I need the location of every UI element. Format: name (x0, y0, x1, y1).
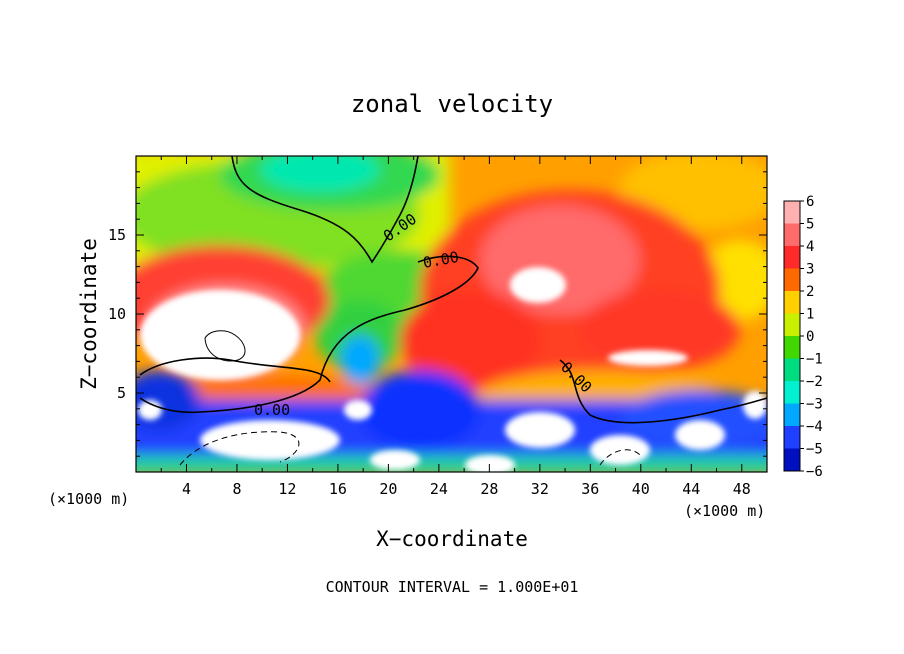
chart-title: zonal velocity (351, 90, 553, 118)
colorbar-label: 6 (806, 194, 814, 210)
colorbar-swatch (784, 268, 800, 291)
colorbar-swatch (784, 336, 800, 359)
y-tick-label: 15 (108, 226, 126, 244)
x-tick-label: 24 (430, 480, 448, 498)
colorbar-label: 5 (806, 217, 814, 233)
colorbar-label: −2 (806, 374, 823, 390)
colorbar-label: −1 (806, 352, 823, 368)
axis-ticks (136, 156, 767, 472)
colorbar-swatch (784, 313, 800, 336)
colorbar-swatch (784, 291, 800, 314)
heatmap-field (136, 156, 767, 472)
y-tick-label: 5 (117, 384, 126, 402)
colorbar-label: 3 (806, 262, 814, 278)
colorbar-swatch (784, 246, 800, 269)
x-tick-label: 12 (278, 480, 296, 498)
x-tick-label: 20 (379, 480, 397, 498)
colorbar-swatch (784, 426, 800, 449)
x-tick-label: 40 (632, 480, 650, 498)
colorbar-label: −6 (806, 464, 823, 480)
x-tick-label: 44 (682, 480, 700, 498)
x-unit-right: (×1000 m) (684, 502, 765, 520)
colorbar-label: −5 (806, 442, 823, 458)
x-tick-label: 32 (531, 480, 549, 498)
colorbar-swatch (784, 201, 800, 224)
colorbar-label: 2 (806, 284, 814, 300)
x-tick-label: 28 (480, 480, 498, 498)
colorbar-label: 1 (806, 307, 814, 323)
contour-interval-note: CONTOUR INTERVAL = 1.000E+01 (326, 578, 579, 596)
colorbar: 6 5 4 3 2 1 0 −1 −2 −3 −4 −5 −6 (783, 194, 823, 480)
x-tick-label: 8 (232, 480, 241, 498)
x-tick-label: 36 (581, 480, 599, 498)
colorbar-label: 0 (806, 329, 814, 345)
colorbar-swatch (784, 358, 800, 381)
colorbar-label: −4 (806, 419, 823, 435)
contour-label: 0.00 (422, 248, 461, 272)
colorbar-swatch (784, 223, 800, 246)
x-axis-label: X−coordinate (376, 527, 528, 551)
colorbar-label: −3 (806, 397, 823, 413)
colorbar-swatch (784, 448, 800, 471)
colorbar-label: 4 (806, 239, 814, 255)
x-tick-label: 48 (733, 480, 751, 498)
y-axis-label: Z−coordinate (77, 238, 101, 390)
x-tick-label: 4 (182, 480, 191, 498)
x-tick-label: 16 (329, 480, 347, 498)
colorbar-swatch (784, 403, 800, 426)
y-tick-label: 10 (108, 305, 126, 323)
x-unit-left: (×1000 m) (48, 490, 129, 508)
colorbar-swatch (784, 381, 800, 404)
contour-label: 0.00 (254, 401, 290, 419)
